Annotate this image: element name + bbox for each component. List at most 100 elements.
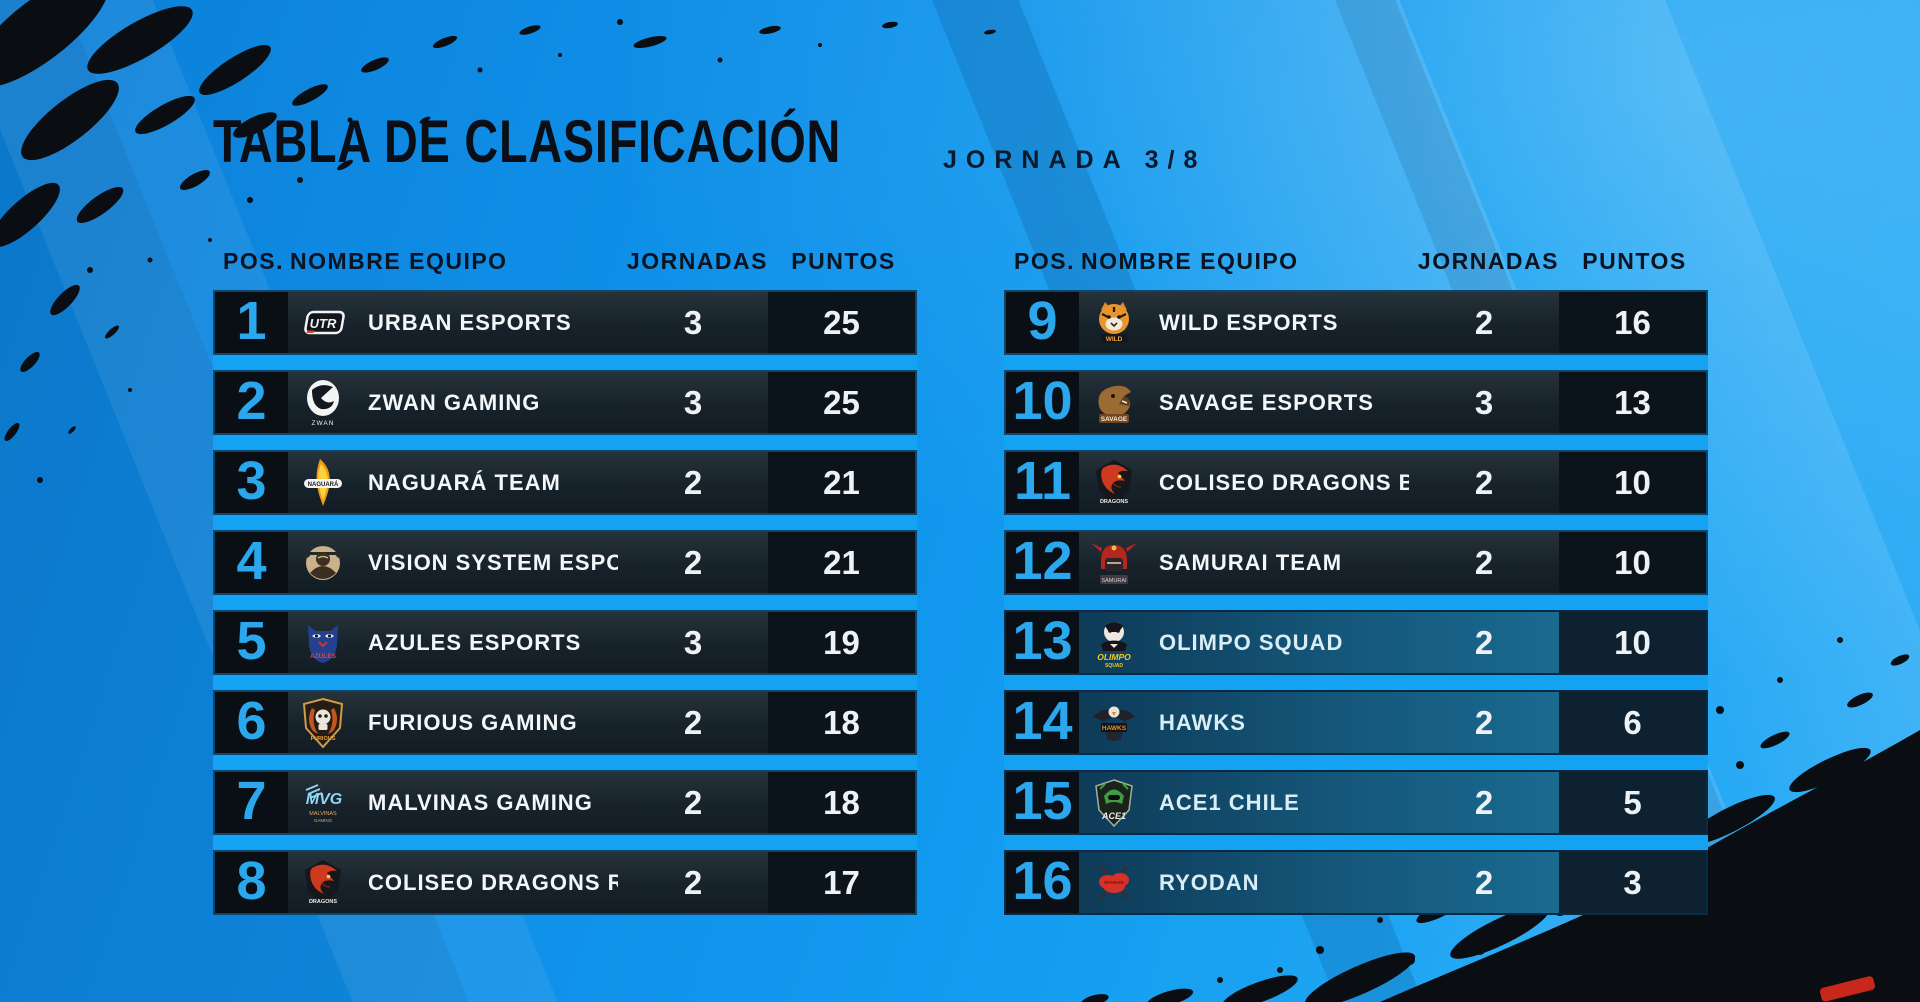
table-header: POS. NOMBRE EQUIPO JORNADAS PUNTOS xyxy=(1004,244,1708,278)
svg-text:ACE1: ACE1 xyxy=(1101,811,1126,821)
table-row: 16 RYODAN RYODAN 2 3 xyxy=(1004,850,1708,915)
svg-text:RYODAN: RYODAN xyxy=(1104,880,1123,885)
svg-text:DRAGONS: DRAGONS xyxy=(1100,499,1128,505)
naguara-team-logo: NAGUARÁ xyxy=(297,457,349,509)
puntos-cell: 5 xyxy=(1559,772,1706,833)
team-name: AZULES ESPORTS xyxy=(368,629,582,655)
table-row: 4 VISION SYSTEM ESPORT 2 21 xyxy=(213,530,917,595)
table-row: 5 AZULES AZULES ESPORTS 3 19 xyxy=(213,610,917,675)
column-header-puntos: PUNTOS xyxy=(1582,247,1687,274)
table-rows: 1 UTR URBAN ESPORTS 3 25 2 ZWAN ZWAN GAM… xyxy=(213,290,917,915)
zwan-gaming-logo: ZWAN xyxy=(297,377,349,429)
team-cell: FURIOUS FURIOUS GAMING 2 xyxy=(288,692,768,753)
team-cell: AZULES AZULES ESPORTS 3 xyxy=(288,612,768,673)
malvinas-gaming-logo: MVG MALVINAS GAMING xyxy=(297,777,349,829)
team-name: OLIMPO SQUAD xyxy=(1159,629,1344,655)
urban-esports-logo: UTR xyxy=(297,297,349,349)
puntos-value: 5 xyxy=(1623,783,1642,821)
puntos-cell: 25 xyxy=(768,292,915,353)
puntos-value: 19 xyxy=(823,623,860,661)
team-name: URBAN ESPORTS xyxy=(368,309,572,335)
position-number: 12 xyxy=(1012,531,1073,591)
vision-system-esport-logo xyxy=(297,537,349,589)
samurai-team-logo: SAMURAI xyxy=(1088,537,1140,589)
position-number: 8 xyxy=(236,851,267,911)
table-row: 13 OLIMPO SQUAD OLIMPO SQUAD 2 10 xyxy=(1004,610,1708,675)
svg-text:MVG: MVG xyxy=(306,791,342,808)
team-name: WILD ESPORTS xyxy=(1159,309,1339,335)
svg-text:HAWKS: HAWKS xyxy=(1102,725,1127,732)
team-name: NAGUARÁ TEAM xyxy=(368,469,561,495)
olimpo-squad-logo: OLIMPO SQUAD xyxy=(1088,617,1140,669)
svg-text:UTR: UTR xyxy=(310,316,337,331)
position-cell: 2 xyxy=(215,372,288,433)
position-cell: 5 xyxy=(215,612,288,673)
jornadas-value: 3 xyxy=(1474,383,1494,421)
puntos-cell: 25 xyxy=(768,372,915,433)
hawks-logo: HAWKS xyxy=(1088,697,1140,749)
svg-text:SQUAD: SQUAD xyxy=(1105,663,1123,669)
puntos-cell: 21 xyxy=(768,452,915,513)
position-cell: 12 xyxy=(1006,532,1079,593)
position-cell: 6 xyxy=(215,692,288,753)
puntos-value: 18 xyxy=(823,783,860,821)
svg-text:GAMING: GAMING xyxy=(314,818,333,823)
table-row: 7 MVG MALVINAS GAMING MALVINAS GAMING 2 18 xyxy=(213,770,917,835)
puntos-value: 10 xyxy=(1614,463,1651,501)
puntos-value: 21 xyxy=(823,463,860,501)
team-cell: NAGUARÁ NAGUARÁ TEAM 2 xyxy=(288,452,768,513)
position-cell: 15 xyxy=(1006,772,1079,833)
position-number: 3 xyxy=(236,451,267,511)
team-cell: HAWKS HAWKS 2 xyxy=(1079,692,1559,753)
jornadas-value: 3 xyxy=(683,303,703,341)
jornada-indicator: JORNADA 3/8 xyxy=(943,146,1207,174)
svg-text:SAMURAI: SAMURAI xyxy=(1101,578,1127,584)
puntos-value: 21 xyxy=(823,543,860,581)
table-row: 10 SAVAGE SAVAGE ESPORTS 3 13 xyxy=(1004,370,1708,435)
table-header: POS. NOMBRE EQUIPO JORNADAS PUNTOS xyxy=(213,244,917,278)
svg-text:OLIMPO: OLIMPO xyxy=(1097,652,1131,662)
column-header-name: NOMBRE EQUIPO xyxy=(290,247,508,274)
table-row: 6 FURIOUS FURIOUS GAMING 2 18 xyxy=(213,690,917,755)
column-header-jornadas: JORNADAS xyxy=(626,247,768,274)
team-cell: SAMURAI SAMURAI TEAM 2 xyxy=(1079,532,1559,593)
position-number: 11 xyxy=(1013,451,1072,511)
puntos-value: 6 xyxy=(1623,703,1642,741)
position-number: 9 xyxy=(1027,291,1058,351)
column-header-jornadas: JORNADAS xyxy=(1417,247,1559,274)
table-rows: 9 WILD WILD ESPORTS 2 16 10 SAVAGE SAVAG… xyxy=(1004,290,1708,915)
azules-esports-logo: AZULES xyxy=(297,617,349,669)
team-cell: ACE1 ACE1 CHILE 2 xyxy=(1079,772,1559,833)
ace1-chile-logo: ACE1 xyxy=(1088,777,1140,829)
svg-text:SAVAGE: SAVAGE xyxy=(1101,416,1128,423)
column-header-name: NOMBRE EQUIPO xyxy=(1081,247,1299,274)
puntos-cell: 13 xyxy=(1559,372,1706,433)
jornadas-value: 2 xyxy=(683,863,703,901)
team-name: RYODAN xyxy=(1159,869,1260,895)
team-name: FURIOUS GAMING xyxy=(368,709,578,735)
position-number: 4 xyxy=(236,531,267,591)
team-name: ZWAN GAMING xyxy=(368,389,541,415)
puntos-cell: 17 xyxy=(768,852,915,913)
svg-text:MALVINAS: MALVINAS xyxy=(309,811,337,817)
svg-text:ZWAN: ZWAN xyxy=(312,420,335,427)
svg-text:DRAGONS: DRAGONS xyxy=(309,899,337,905)
table-row: 14 HAWKS HAWKS 2 6 xyxy=(1004,690,1708,755)
puntos-cell: 10 xyxy=(1559,612,1706,673)
puntos-value: 25 xyxy=(823,383,860,421)
svg-text:WILD: WILD xyxy=(1106,336,1123,343)
puntos-cell: 10 xyxy=(1559,532,1706,593)
jornadas-value: 2 xyxy=(683,543,703,581)
column-header-puntos: PUNTOS xyxy=(791,247,896,274)
column-header-pos: POS. xyxy=(1014,247,1075,274)
standings-table-positions-9-16: POS. NOMBRE EQUIPO JORNADAS PUNTOS 9 WIL… xyxy=(1004,244,1708,915)
coliseo-dragons-red-logo: DRAGONS xyxy=(297,857,349,909)
position-cell: 9 xyxy=(1006,292,1079,353)
puntos-cell: 16 xyxy=(1559,292,1706,353)
position-cell: 1 xyxy=(215,292,288,353)
position-number: 2 xyxy=(236,371,267,431)
team-cell: RYODAN RYODAN 2 xyxy=(1079,852,1559,913)
jornadas-value: 2 xyxy=(683,463,703,501)
puntos-value: 13 xyxy=(1614,383,1651,421)
puntos-cell: 18 xyxy=(768,692,915,753)
